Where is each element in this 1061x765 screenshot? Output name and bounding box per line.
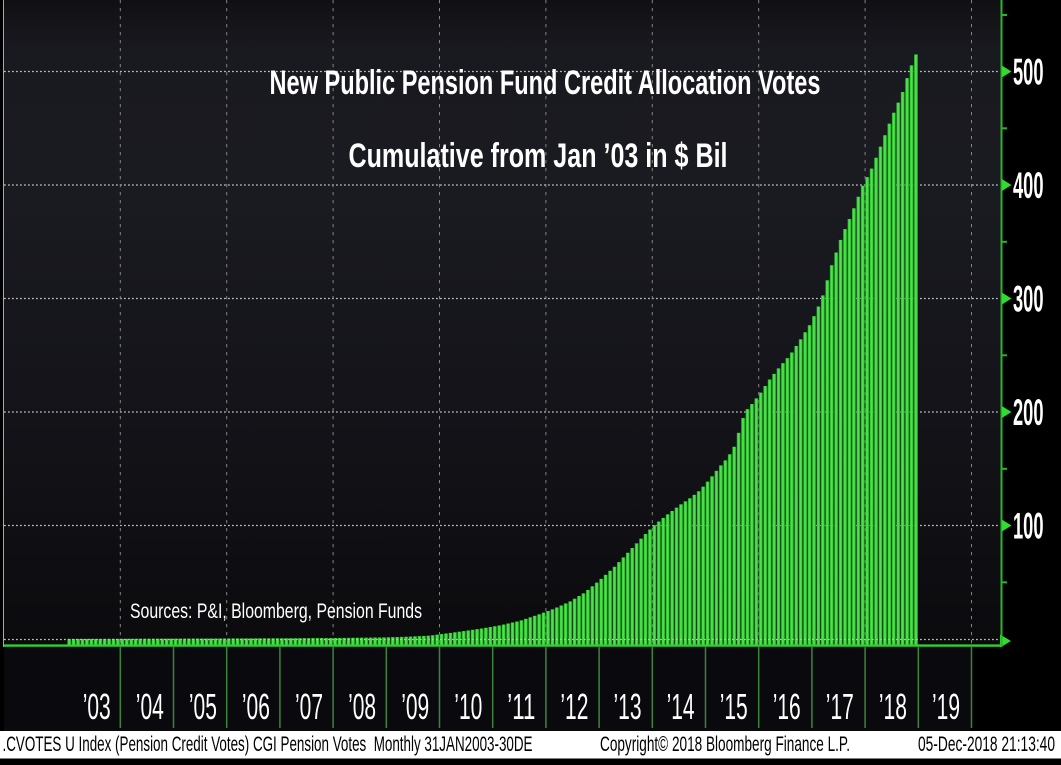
svg-text:’11: ’11 bbox=[507, 686, 535, 727]
svg-text:200: 200 bbox=[1013, 392, 1044, 433]
svg-text:’14: ’14 bbox=[667, 686, 695, 727]
svg-text:’05: ’05 bbox=[189, 686, 217, 727]
svg-text:300: 300 bbox=[1013, 278, 1044, 319]
svg-text:’07: ’07 bbox=[295, 686, 323, 727]
svg-text:’17: ’17 bbox=[826, 686, 854, 727]
svg-text:’12: ’12 bbox=[560, 686, 588, 727]
svg-text:’03: ’03 bbox=[83, 686, 111, 727]
svg-text:100: 100 bbox=[1013, 505, 1044, 546]
svg-text:Copyright© 2018 Bloomberg Fina: Copyright© 2018 Bloomberg Finance L.P. bbox=[600, 733, 850, 756]
svg-text:05-Dec-2018 21:13:40: 05-Dec-2018 21:13:40 bbox=[918, 733, 1055, 756]
svg-text:’18: ’18 bbox=[879, 686, 907, 727]
svg-text:Sources: P&I, Bloomberg, Pensi: Sources: P&I, Bloomberg, Pension Funds bbox=[130, 600, 422, 623]
svg-text:’13: ’13 bbox=[614, 686, 642, 727]
svg-text:New Public Pension Fund Credit: New Public Pension Fund Credit Allocatio… bbox=[270, 64, 821, 102]
svg-text:’08: ’08 bbox=[348, 686, 376, 727]
svg-text:400: 400 bbox=[1013, 165, 1044, 206]
svg-text:500: 500 bbox=[1013, 51, 1044, 92]
svg-text:Cumulative from Jan ’03 in $ B: Cumulative from Jan ’03 in $ Bil bbox=[349, 137, 728, 175]
svg-text:’09: ’09 bbox=[401, 686, 429, 727]
svg-text:’06: ’06 bbox=[242, 686, 270, 727]
svg-text:’19: ’19 bbox=[932, 686, 960, 727]
svg-text:’04: ’04 bbox=[136, 686, 164, 727]
svg-text:.CVOTES U Index (Pension Credi: .CVOTES U Index (Pension Credit Votes) C… bbox=[3, 733, 533, 756]
svg-text:’10: ’10 bbox=[454, 686, 482, 727]
svg-text:’15: ’15 bbox=[720, 686, 748, 727]
svg-text:’16: ’16 bbox=[773, 686, 801, 727]
